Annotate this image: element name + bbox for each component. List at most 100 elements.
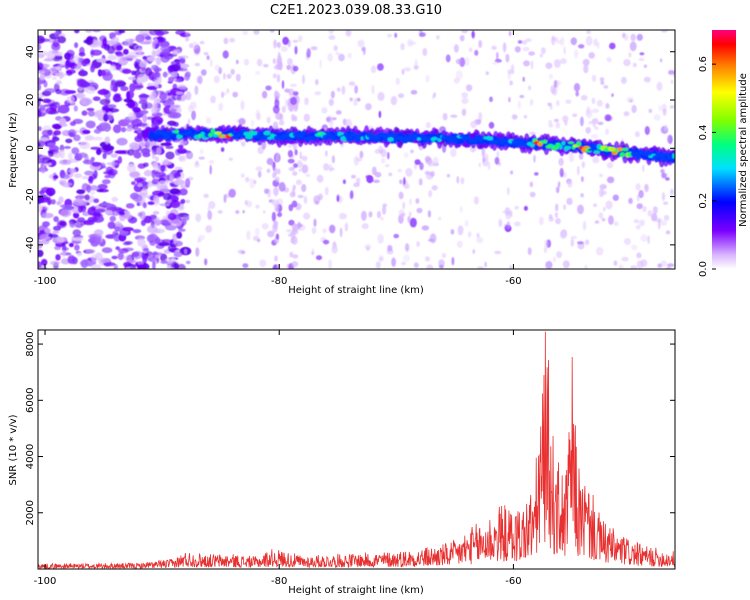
background-blob xyxy=(428,189,433,198)
noise-blob xyxy=(77,57,82,63)
background-blob xyxy=(240,100,245,110)
streak-blob xyxy=(293,163,298,169)
background-blob xyxy=(317,193,323,201)
noise-blob xyxy=(163,159,169,165)
trace-hot xyxy=(543,139,548,144)
background-blob xyxy=(408,211,412,217)
noise-blob xyxy=(103,210,113,215)
background-blob xyxy=(206,55,210,60)
noise-blob xyxy=(125,203,135,209)
background-blob xyxy=(184,248,188,255)
background-blob xyxy=(185,199,190,204)
background-blob xyxy=(257,238,261,243)
background-blob xyxy=(184,73,190,81)
noise-blob xyxy=(75,93,80,97)
background-blob xyxy=(394,32,398,38)
background-blob xyxy=(508,97,511,103)
background-blob xyxy=(456,176,460,184)
background-blob xyxy=(330,90,335,99)
background-blob xyxy=(223,72,226,80)
noise-blob xyxy=(48,233,59,238)
noise-blob xyxy=(125,55,136,59)
noise-blob xyxy=(93,128,102,134)
noise-blob xyxy=(132,194,143,202)
background-blob xyxy=(240,173,245,178)
noise-blob xyxy=(179,55,189,59)
background-blob xyxy=(523,115,528,119)
background-blob xyxy=(660,220,668,226)
noise-blob xyxy=(96,149,101,155)
streak-blob xyxy=(292,187,296,197)
background-blob xyxy=(303,113,310,122)
background-blob xyxy=(429,233,437,244)
background-blob xyxy=(295,179,302,186)
background-blob xyxy=(525,38,532,42)
noise-blob xyxy=(91,136,103,141)
background-blob xyxy=(315,79,319,86)
background-blob xyxy=(251,119,254,127)
noise-blob xyxy=(168,76,175,83)
noise-blob xyxy=(177,169,183,173)
background-blob xyxy=(599,184,607,190)
background-blob xyxy=(664,124,668,131)
background-blob xyxy=(409,198,412,206)
noise-blob xyxy=(135,34,145,43)
y-tick-label: 4000 xyxy=(25,444,36,469)
background-blob xyxy=(547,102,552,107)
trace-hot xyxy=(520,138,524,145)
background-blob xyxy=(660,30,668,33)
noise-blob xyxy=(98,122,111,131)
background-blob xyxy=(548,123,554,128)
noise-blob xyxy=(38,83,42,91)
background-blob xyxy=(422,47,428,57)
noise-blob xyxy=(88,176,94,184)
background-blob xyxy=(638,219,646,226)
background-blob xyxy=(476,232,480,238)
streak-blob xyxy=(294,45,298,55)
streak-blob xyxy=(274,238,278,244)
noise-blob xyxy=(53,216,59,223)
background-blob xyxy=(632,62,637,68)
noise-blob xyxy=(145,35,152,41)
noise-blob xyxy=(126,163,137,173)
noise-blob xyxy=(42,221,50,228)
background-blob xyxy=(553,59,561,68)
noise-blob xyxy=(58,196,64,204)
background-blob xyxy=(194,85,199,95)
trace-hot xyxy=(345,135,354,142)
background-blob xyxy=(523,205,528,211)
background-blob xyxy=(424,155,431,162)
background-blob xyxy=(261,90,268,99)
trace-hot xyxy=(285,131,290,136)
trace-hot xyxy=(160,131,168,136)
background-blob xyxy=(450,229,455,235)
noise-blob xyxy=(159,203,170,207)
trace-hot xyxy=(250,131,258,136)
background-blob xyxy=(628,52,632,58)
noise-blob xyxy=(69,121,76,126)
background-blob xyxy=(414,159,421,166)
background-blob xyxy=(592,156,600,164)
background-blob xyxy=(399,179,403,185)
background-blob xyxy=(624,34,629,41)
background-blob xyxy=(365,103,372,111)
background-blob xyxy=(530,60,534,70)
background-blob xyxy=(605,128,610,135)
trace-hot xyxy=(162,134,171,140)
background-blob xyxy=(199,41,205,45)
background-blob xyxy=(661,103,667,113)
background-blob xyxy=(554,212,559,218)
background-blob xyxy=(509,210,513,218)
background-blob xyxy=(643,76,651,83)
background-blob xyxy=(559,230,567,240)
streak-blob xyxy=(277,212,283,218)
background-blob xyxy=(328,98,334,106)
background-blob xyxy=(403,67,411,72)
background-blob xyxy=(286,64,292,70)
noise-blob xyxy=(169,173,174,183)
noise-blob xyxy=(46,196,51,201)
spectrogram-x-ticks: -100 -80 -60 xyxy=(34,30,522,287)
background-blob xyxy=(324,186,329,196)
background-blob xyxy=(471,30,475,38)
background-blob xyxy=(297,194,304,199)
